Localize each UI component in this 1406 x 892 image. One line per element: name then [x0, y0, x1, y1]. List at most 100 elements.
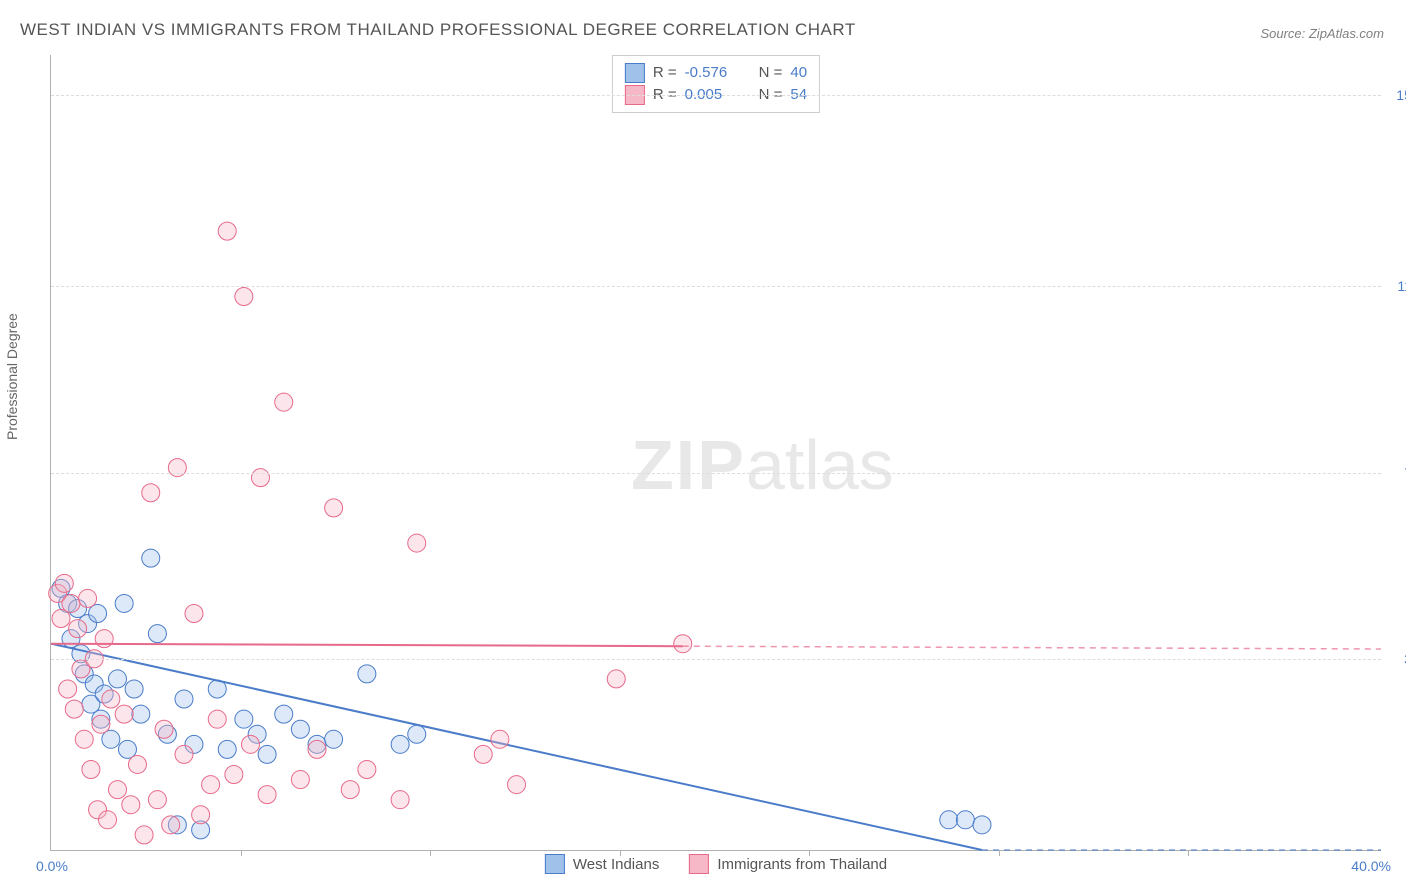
- data-point: [109, 670, 127, 688]
- x-tick-mark: [809, 850, 810, 856]
- data-point: [291, 771, 309, 789]
- x-axis-max-label: 40.0%: [1351, 858, 1391, 874]
- data-point: [168, 459, 186, 477]
- data-point: [132, 705, 150, 723]
- series-legend-label: Immigrants from Thailand: [717, 856, 887, 873]
- source-attribution: Source: ZipAtlas.com: [1260, 26, 1384, 41]
- data-point: [291, 720, 309, 738]
- data-point: [82, 760, 100, 778]
- data-point: [135, 826, 153, 844]
- data-point: [102, 730, 120, 748]
- data-point: [99, 811, 117, 829]
- data-point: [358, 665, 376, 683]
- source-label: Source:: [1260, 26, 1308, 41]
- x-tick-mark: [1188, 850, 1189, 856]
- x-tick-mark: [430, 850, 431, 856]
- scatter-svg: [51, 55, 1381, 850]
- chart-plot-area: ZIPatlas R =-0.576N =40R =0.005N =54 0.0…: [50, 55, 1381, 851]
- data-point: [408, 725, 426, 743]
- data-point: [148, 625, 166, 643]
- data-point: [109, 781, 127, 799]
- data-point: [607, 670, 625, 688]
- series-legend: West Indians Immigrants from Thailand: [545, 854, 887, 874]
- legend-swatch: [545, 854, 565, 874]
- y-tick-label: 11.2%: [1384, 278, 1406, 294]
- data-point: [508, 776, 526, 794]
- y-tick-label: 7.5%: [1384, 465, 1406, 481]
- data-point: [148, 791, 166, 809]
- data-point: [235, 710, 253, 728]
- data-point: [275, 705, 293, 723]
- data-point: [491, 730, 509, 748]
- data-point: [102, 690, 120, 708]
- horizontal-gridline: [51, 95, 1381, 96]
- data-point: [185, 605, 203, 623]
- data-point: [674, 635, 692, 653]
- data-point: [275, 393, 293, 411]
- x-tick-mark: [620, 850, 621, 856]
- data-point: [115, 594, 133, 612]
- data-point: [128, 755, 146, 773]
- data-point: [175, 745, 193, 763]
- data-point: [956, 811, 974, 829]
- x-axis-min-label: 0.0%: [36, 858, 68, 874]
- data-point: [125, 680, 143, 698]
- data-point: [325, 499, 343, 517]
- data-point: [308, 740, 326, 758]
- data-point: [408, 534, 426, 552]
- series-legend-item: Immigrants from Thailand: [689, 854, 887, 874]
- data-point: [69, 620, 87, 638]
- data-point: [258, 745, 276, 763]
- data-point: [52, 610, 70, 628]
- data-point: [251, 469, 269, 487]
- data-point: [142, 484, 160, 502]
- data-point: [122, 796, 140, 814]
- series-legend-item: West Indians: [545, 854, 659, 874]
- horizontal-gridline: [51, 473, 1381, 474]
- data-point: [225, 766, 243, 784]
- data-point: [175, 690, 193, 708]
- data-point: [89, 605, 107, 623]
- data-point: [474, 745, 492, 763]
- data-point: [79, 589, 97, 607]
- data-point: [192, 806, 210, 824]
- data-point: [62, 594, 80, 612]
- data-point: [208, 710, 226, 728]
- data-point: [115, 705, 133, 723]
- data-point: [358, 760, 376, 778]
- trend-line-extension: [683, 646, 1381, 649]
- y-axis-label: Professional Degree: [4, 313, 20, 440]
- y-tick-label: 15.0%: [1384, 87, 1406, 103]
- data-point: [235, 288, 253, 306]
- data-point: [242, 735, 260, 753]
- data-point: [155, 720, 173, 738]
- data-point: [325, 730, 343, 748]
- data-point: [258, 786, 276, 804]
- x-tick-mark: [241, 850, 242, 856]
- data-point: [92, 715, 110, 733]
- data-point: [118, 740, 136, 758]
- data-point: [218, 740, 236, 758]
- legend-swatch: [689, 854, 709, 874]
- data-point: [59, 680, 77, 698]
- series-legend-label: West Indians: [573, 856, 659, 873]
- data-point: [391, 791, 409, 809]
- y-tick-label: 3.8%: [1384, 651, 1406, 667]
- data-point: [973, 816, 991, 834]
- data-point: [202, 776, 220, 794]
- data-point: [75, 730, 93, 748]
- chart-title: WEST INDIAN VS IMMIGRANTS FROM THAILAND …: [20, 20, 856, 40]
- data-point: [95, 630, 113, 648]
- data-point: [341, 781, 359, 799]
- source-name: ZipAtlas.com: [1309, 26, 1384, 41]
- horizontal-gridline: [51, 286, 1381, 287]
- data-point: [218, 222, 236, 240]
- x-tick-mark: [999, 850, 1000, 856]
- data-point: [162, 816, 180, 834]
- data-point: [65, 700, 83, 718]
- data-point: [142, 549, 160, 567]
- data-point: [391, 735, 409, 753]
- data-point: [940, 811, 958, 829]
- trend-line: [51, 644, 683, 647]
- data-point: [55, 574, 73, 592]
